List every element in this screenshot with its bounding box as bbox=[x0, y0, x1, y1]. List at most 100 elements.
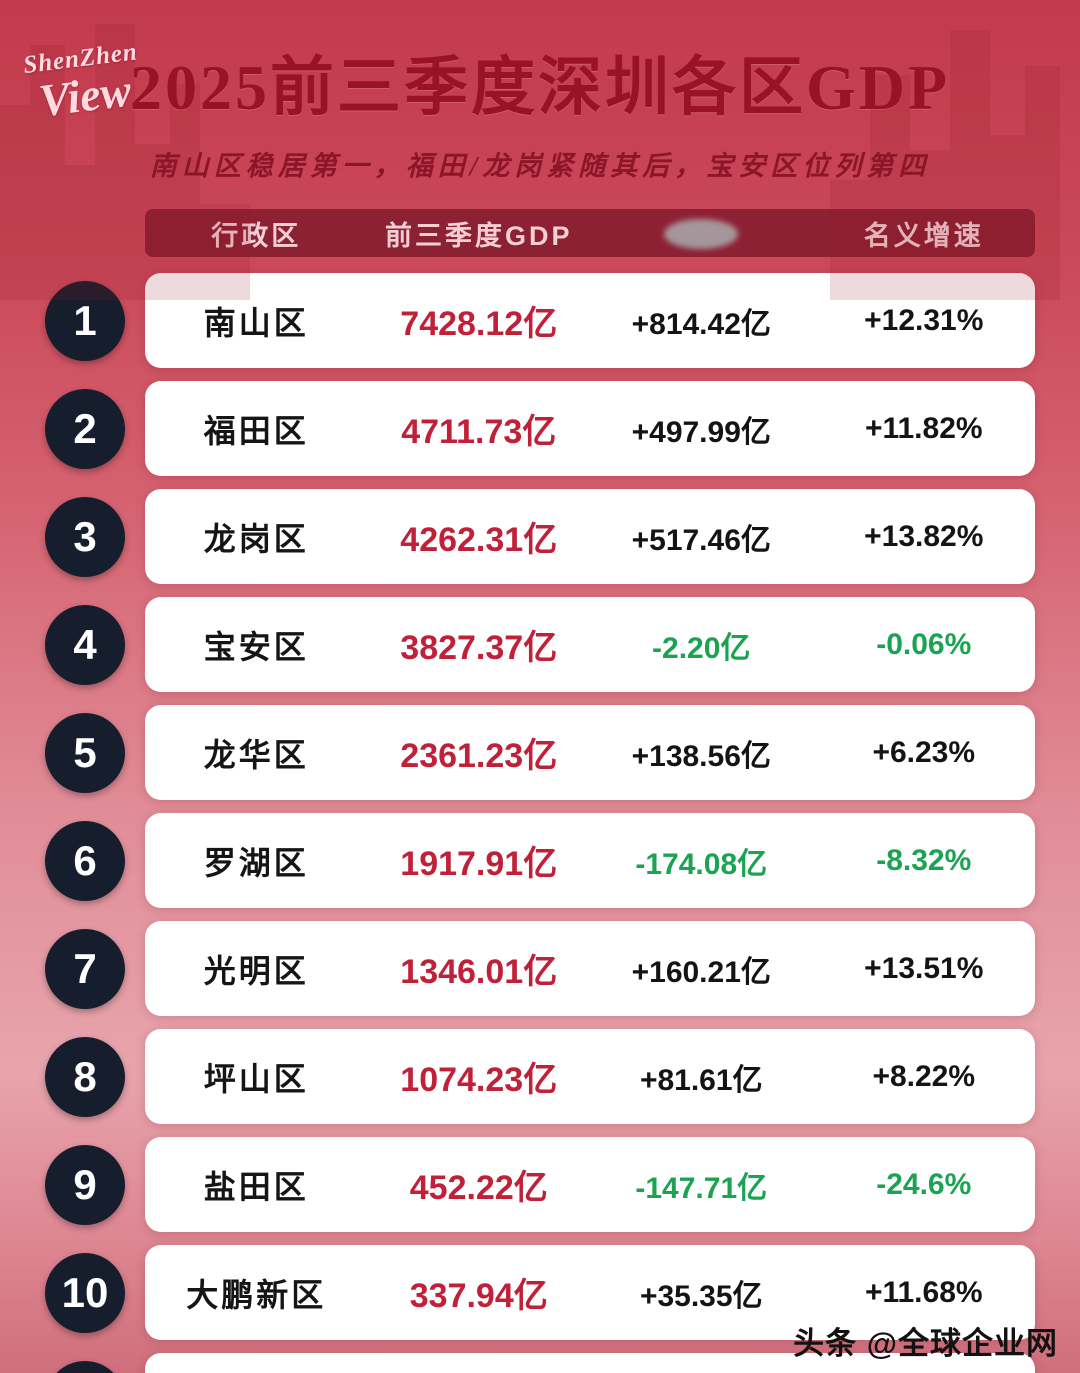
table-row: 10 大鹏新区 337.94亿 +35.35亿 +11.68% bbox=[45, 1245, 1035, 1340]
gdp-change: -174.08亿 bbox=[635, 847, 768, 881]
rank-number: 1 bbox=[73, 296, 97, 344]
column-header-gdp: 前三季度GDP bbox=[384, 220, 573, 251]
district-name: 龙岗区 bbox=[203, 520, 309, 557]
row-card: 坪山区 1074.23亿 +81.61亿 +8.22% bbox=[145, 1029, 1035, 1124]
table-row: 4 宝安区 3827.37亿 -2.20亿 -0.06% bbox=[45, 597, 1035, 692]
row-card: 大鹏新区 337.94亿 +35.35亿 +11.68% bbox=[145, 1245, 1035, 1340]
gdp-value: 1917.91亿 bbox=[400, 845, 558, 883]
rank-badge: 2 bbox=[45, 388, 125, 469]
rank-badge: 9 bbox=[45, 1144, 125, 1225]
district-name: 光明区 bbox=[203, 952, 309, 989]
district-name: 罗湖区 bbox=[203, 844, 309, 881]
rank-badge-box: 4 bbox=[45, 604, 145, 685]
table-row: 11 深汕合作区 177.37亿 +40.57亿 +29.66% bbox=[45, 1353, 1035, 1373]
growth-rate: +11.68% bbox=[864, 1275, 983, 1309]
table-body: 1 南山区 7428.12亿 +814.42亿 +12.31% 2 福田区 47… bbox=[0, 273, 1080, 1373]
rank-number: 5 bbox=[73, 728, 97, 776]
row-card: 龙岗区 4262.31亿 +517.46亿 +13.82% bbox=[145, 489, 1035, 584]
rank-badge-box: 11 bbox=[45, 1360, 145, 1373]
rank-badge-box: 8 bbox=[45, 1036, 145, 1117]
district-name: 宝安区 bbox=[203, 628, 309, 665]
gdp-change: +35.35亿 bbox=[639, 1279, 763, 1313]
growth-rate: +6.23% bbox=[872, 735, 976, 769]
gdp-value: 3827.37亿 bbox=[400, 629, 558, 667]
rank-badge-box: 1 bbox=[45, 280, 145, 361]
rank-badge-box: 10 bbox=[45, 1252, 145, 1333]
rank-badge: 8 bbox=[45, 1036, 125, 1117]
district-name: 坪山区 bbox=[203, 1060, 309, 1097]
rank-badge: 6 bbox=[45, 820, 125, 901]
table-row: 8 坪山区 1074.23亿 +81.61亿 +8.22% bbox=[45, 1029, 1035, 1124]
row-card: 深汕合作区 177.37亿 +40.57亿 +29.66% bbox=[145, 1353, 1035, 1373]
gdp-value: 452.22亿 bbox=[409, 1169, 548, 1207]
rank-badge: 10 bbox=[45, 1252, 125, 1333]
column-header-district: 行政区 bbox=[211, 220, 302, 251]
table-row: 3 龙岗区 4262.31亿 +517.46亿 +13.82% bbox=[45, 489, 1035, 584]
gdp-value: 1074.23亿 bbox=[400, 1061, 558, 1099]
growth-rate: -0.06% bbox=[876, 627, 972, 661]
rank-badge: 7 bbox=[45, 928, 125, 1009]
gdp-change: -147.71亿 bbox=[635, 1171, 768, 1205]
district-name: 南山区 bbox=[203, 304, 309, 341]
growth-rate: +8.22% bbox=[872, 1059, 976, 1093]
logo: ShenZhen View bbox=[22, 38, 145, 127]
rank-badge-box: 2 bbox=[45, 388, 145, 469]
row-card: 南山区 7428.12亿 +814.42亿 +12.31% bbox=[145, 273, 1035, 368]
gdp-value: 2361.23亿 bbox=[400, 737, 558, 775]
growth-rate: +11.82% bbox=[864, 411, 983, 445]
table-header: 行政区 前三季度GDP 名义增速 bbox=[145, 209, 1035, 257]
gdp-change: +517.46亿 bbox=[631, 523, 771, 557]
rank-badge-box: 5 bbox=[45, 712, 145, 793]
row-card: 罗湖区 1917.91亿 -174.08亿 -8.32% bbox=[145, 813, 1035, 908]
column-header-obscured bbox=[590, 217, 813, 249]
gdp-change: +160.21亿 bbox=[631, 955, 771, 989]
district-name: 龙华区 bbox=[203, 736, 309, 773]
gdp-change: +138.56亿 bbox=[631, 739, 771, 773]
gdp-change: +497.99亿 bbox=[631, 415, 771, 449]
table-row: 2 福田区 4711.73亿 +497.99亿 +11.82% bbox=[45, 381, 1035, 476]
gdp-value: 4262.31亿 bbox=[400, 521, 558, 559]
gdp-value: 337.94亿 bbox=[409, 1277, 548, 1315]
bottom-watermark: 头条 @全球企业网 bbox=[793, 1326, 1058, 1361]
table-row: 6 罗湖区 1917.91亿 -174.08亿 -8.32% bbox=[45, 813, 1035, 908]
rank-number: 10 bbox=[61, 1268, 109, 1316]
growth-rate: -8.32% bbox=[876, 843, 972, 877]
row-card: 盐田区 452.22亿 -147.71亿 -24.6% bbox=[145, 1137, 1035, 1232]
gdp-value: 4711.73亿 bbox=[401, 413, 557, 451]
rank-badge: 1 bbox=[45, 280, 125, 361]
row-card: 福田区 4711.73亿 +497.99亿 +11.82% bbox=[145, 381, 1035, 476]
gdp-value: 1346.01亿 bbox=[400, 953, 558, 991]
rank-badge: 5 bbox=[45, 712, 125, 793]
gdp-change: -2.20亿 bbox=[652, 631, 751, 665]
growth-rate: +13.82% bbox=[864, 519, 984, 553]
row-card: 宝安区 3827.37亿 -2.20亿 -0.06% bbox=[145, 597, 1035, 692]
growth-rate: -24.6% bbox=[876, 1167, 972, 1201]
row-card: 龙华区 2361.23亿 +138.56亿 +6.23% bbox=[145, 705, 1035, 800]
column-header-growth: 名义增速 bbox=[863, 220, 984, 251]
gdp-value: 7428.12亿 bbox=[400, 305, 558, 343]
rank-badge-box: 6 bbox=[45, 820, 145, 901]
district-name: 福田区 bbox=[203, 412, 309, 449]
rank-number: 3 bbox=[73, 512, 97, 560]
growth-rate: +13.51% bbox=[864, 951, 984, 985]
rank-badge-box: 3 bbox=[45, 496, 145, 577]
rank-badge: 3 bbox=[45, 496, 125, 577]
rank-badge-box: 9 bbox=[45, 1144, 145, 1225]
row-card: 光明区 1346.01亿 +160.21亿 +13.51% bbox=[145, 921, 1035, 1016]
rank-badge-box: 7 bbox=[45, 928, 145, 1009]
rank-number: 7 bbox=[73, 944, 97, 992]
page-title: 2025前三季度深圳各区GDP bbox=[129, 52, 951, 123]
growth-rate: +12.31% bbox=[864, 303, 984, 337]
rank-number: 6 bbox=[73, 836, 97, 884]
page-subtitle: 南山区稳居第一，福田/龙岗紧随其后，宝安区位列第四 bbox=[149, 151, 931, 181]
table-row: 5 龙华区 2361.23亿 +138.56亿 +6.23% bbox=[45, 705, 1035, 800]
table-row: 7 光明区 1346.01亿 +160.21亿 +13.51% bbox=[45, 921, 1035, 1016]
rank-badge: 4 bbox=[45, 604, 125, 685]
rank-number: 2 bbox=[73, 404, 97, 452]
gdp-change: +81.61亿 bbox=[639, 1063, 763, 1097]
rank-number: 9 bbox=[73, 1160, 97, 1208]
rank-number: 8 bbox=[73, 1052, 97, 1100]
obscured-watermark-blob bbox=[664, 218, 739, 249]
table-row: 9 盐田区 452.22亿 -147.71亿 -24.6% bbox=[45, 1137, 1035, 1232]
gdp-change: +814.42亿 bbox=[631, 307, 771, 341]
